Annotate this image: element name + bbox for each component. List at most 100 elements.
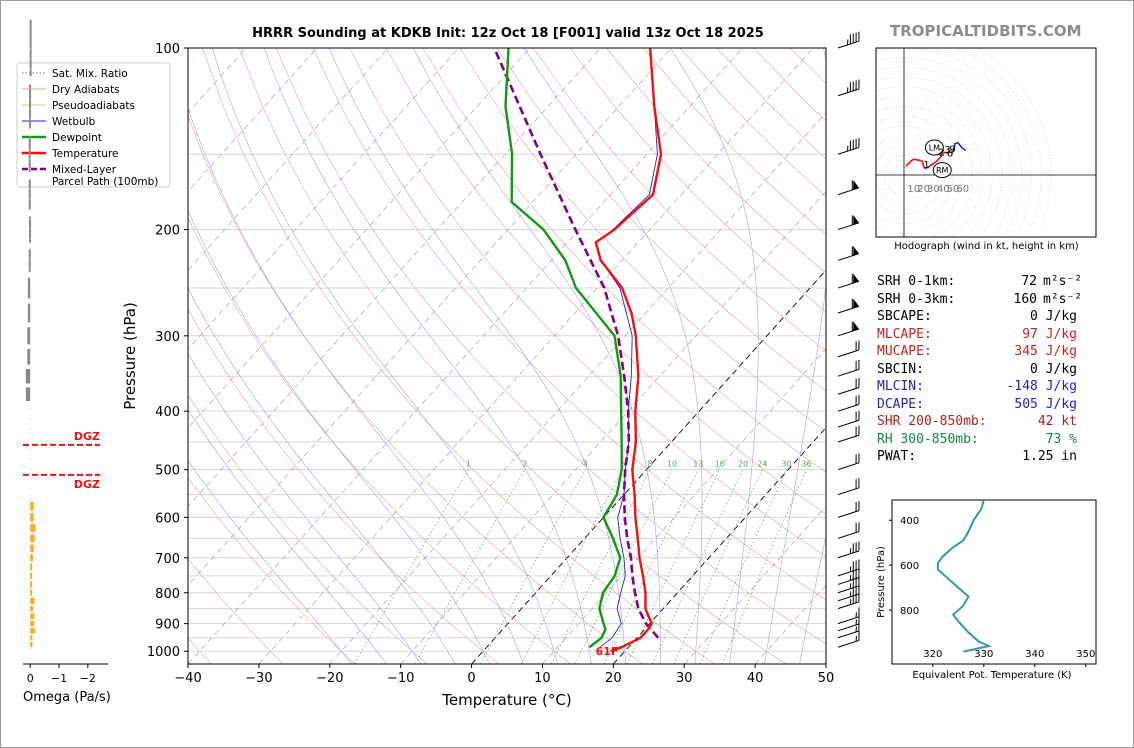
isotherm-line [188,48,530,429]
index-row: SBCAPE: 0 J/kg [877,309,1077,325]
wind-barb-feather [855,411,857,422]
legend: Sat. Mix. Ratio Dry Adiabats Pseudoadiabat… [16,62,171,188]
omega-bar-up [30,524,36,533]
wind-barb-feather [858,576,860,586]
dry-adiabat-line [188,115,643,664]
wind-barb-feather [852,570,854,580]
wind-barb-half [855,619,857,625]
isotherm-line [188,48,460,350]
moist-adiabat-line [188,209,490,664]
wind-barb-flag [853,273,859,284]
wind-barb-feather [855,523,857,533]
theta-e-x-tick-label: 330 [974,649,993,660]
isotherm-line [188,48,318,192]
hodograph-height-label: 9 [949,144,955,155]
omega-axis-label: Omega (Pa/s) [23,690,111,705]
wind-barb [837,298,860,314]
mixing-ratio-label: 1 [466,460,471,469]
wind-barb [837,410,860,428]
omega-bar-down [27,348,31,365]
omega-bar-down [27,303,31,323]
moist-adiabat-line [212,48,558,664]
mixing-ratio-label: 24 [757,460,767,469]
omega-bar-up [30,501,34,511]
wind-barb [837,79,860,97]
mixing-ratio-label: 30 [781,460,791,469]
theta-e-x-tick-label: 350 [1076,649,1095,660]
index-name: MUCAPE: [877,344,932,359]
wind-barb-staff [837,487,860,496]
wind-barb-feather [855,577,857,587]
wind-barb-half [847,145,849,152]
index-value: 72 [1021,274,1037,289]
mixing-ratio-line [550,469,651,664]
legend-label: Temperature [51,148,119,160]
moist-adiabat-line [764,48,826,664]
wind-barb-feather [852,33,854,44]
wind-barb [837,501,860,518]
wind-barb-half [849,591,852,597]
omega-tick-label: −1 [51,672,67,685]
wind-barb-feather [852,578,854,588]
mixing-ratio-line [414,469,526,664]
index-row: PWAT: 1.25 in [877,449,1077,465]
wind-barb-feather [858,478,860,488]
wind-barb-feather [852,561,854,571]
dry-adiabat-line [349,48,826,558]
wind-barb-feather [852,139,854,150]
wind-barb-staff [837,623,860,632]
dry-adiabat-line [188,477,356,664]
wind-barb-feather [858,453,860,463]
omega-bar-up [30,628,36,634]
storm-motion-label: RM [936,166,949,175]
wind-barb-feather [849,34,851,44]
wind-barb-half [849,575,852,581]
moist-adiabat-line [412,48,661,664]
legend-label: Dry Adiabats [52,84,120,96]
wind-barb-staff [837,630,860,639]
hodograph-tick-label: 30 [927,184,940,195]
wind-barb-half [849,566,852,572]
wind-barb-staff [837,253,860,261]
wind-barb-half [855,612,857,618]
theta-e-x-title: Equivalent Pot. Temperature (K) [912,670,1071,681]
theta-e-y-tick-label: 800 [900,606,919,617]
omega-bar-up [30,597,35,604]
wind-barb-staff [837,585,860,594]
omega-bar-down [27,327,31,345]
x-tick-label: −20 [316,671,343,686]
isotherm-line [471,269,826,664]
wind-barb [837,425,860,443]
moist-adiabat-line [523,48,703,664]
hodograph-trace [905,151,949,169]
chart-title: HRRR Sounding at KDKB Init: 12z Oct 18 [… [252,26,764,41]
wind-barb-staff [837,568,860,577]
wind-barb-staff [837,349,860,358]
index-value: 160 [1013,291,1037,307]
omega-bar-up [30,544,34,552]
wind-barb-staff [837,601,860,610]
omega-bar-up [30,605,34,612]
mixing-ratio-label: 13 [693,460,703,469]
x-tick-label: 20 [605,671,622,686]
y-tick-label: 700 [155,552,180,567]
index-row: MLCAPE: 97 J/kg [877,327,1077,343]
isotherm-line [188,48,672,586]
wind-barb-feather [855,479,857,489]
wind-barb-staff [837,550,860,559]
wind-barb-flag [853,246,859,256]
omega-bar-up [30,620,35,627]
wind-barb-feather [858,137,860,148]
wind-barbs [837,31,860,648]
wind-barb-feather [855,32,857,43]
index-row: SBCIN: 0 J/kg [877,362,1077,378]
wind-barb [837,559,860,577]
dry-adiabat-line [188,308,499,664]
theta-e-x-tick-label: 340 [1025,649,1044,660]
wind-barb-staff [837,462,860,471]
dry-adiabat-line [188,216,571,664]
y-tick-label: 800 [155,587,180,602]
skewt-series [493,48,663,653]
wind-barb-feather [858,541,860,551]
index-value: 97 J/kg [1022,326,1077,342]
